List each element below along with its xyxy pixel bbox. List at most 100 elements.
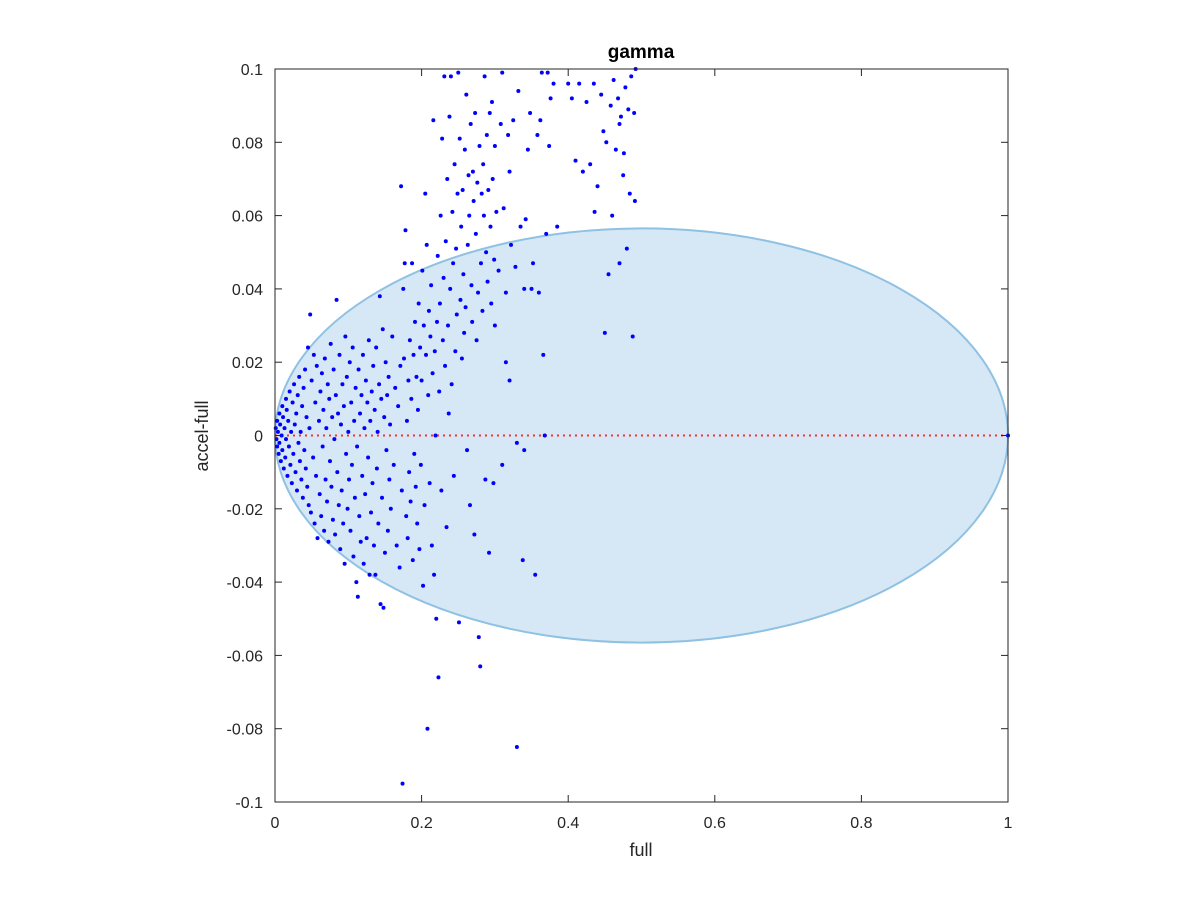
data-point [293,470,298,475]
data-point [434,616,439,621]
x-tick-label: 0.2 [410,815,432,832]
data-point [420,268,425,273]
x-axis-ticks: 0 0.2 0.4 0.6 0.8 1 [271,69,1013,832]
data-point [414,374,419,379]
data-point [382,415,387,420]
data-point [321,407,326,412]
data-point [460,187,465,192]
data-point [283,396,288,401]
data-point [440,136,445,141]
data-point [372,407,377,412]
y-tick-label: -0.08 [227,722,264,739]
data-point [604,140,609,145]
data-point [285,473,290,478]
data-point [331,367,336,372]
data-point [371,363,376,368]
data-point [501,206,506,211]
data-point [415,521,420,526]
data-point [277,411,282,416]
data-point [588,162,593,167]
data-point [458,297,463,302]
data-point [492,257,497,262]
data-point [366,455,371,460]
data-point [373,572,378,577]
y-tick-label: -0.04 [227,575,264,592]
data-point [437,301,442,306]
data-point [608,103,613,108]
data-point [456,620,461,625]
data-point [566,81,571,86]
data-point [358,539,363,544]
x-tick-label: 0.6 [704,815,726,832]
data-point [500,462,505,467]
data-point [514,440,519,445]
data-point [511,118,516,123]
data-point [327,396,332,401]
data-point [344,451,349,456]
data-point [487,550,492,555]
data-point [402,356,407,361]
data-point [539,70,544,75]
data-point [286,418,291,423]
data-point [423,352,428,357]
data-point [317,492,322,497]
data-point [337,352,342,357]
data-point [401,286,406,291]
data-point [606,272,611,277]
data-point [427,481,432,486]
data-point [313,400,318,405]
data-point [627,191,632,196]
data-point [383,360,388,365]
data-point [448,286,453,291]
data-point [424,242,429,247]
data-point [326,539,331,544]
data-point [299,477,304,482]
data-point [354,580,359,585]
data-point [498,121,503,126]
data-point [473,110,478,115]
data-point [346,429,351,434]
data-point [403,228,408,233]
data-points [273,67,1010,786]
data-point [435,253,440,258]
data-point [413,484,418,489]
data-point [422,503,427,508]
data-point [360,352,365,357]
data-point [384,448,389,453]
data-point [300,404,305,409]
data-point [432,572,437,577]
data-point [407,470,412,475]
data-point [522,448,527,453]
data-point [338,547,343,552]
data-point [434,319,439,324]
data-point [417,547,422,552]
data-point [343,334,348,339]
data-point [484,250,489,255]
data-point [580,169,585,174]
data-point [273,426,278,431]
data-point [369,510,374,515]
data-point [463,305,468,310]
data-point [611,77,616,82]
data-point [486,187,491,192]
data-point [289,481,294,486]
data-point [297,459,302,464]
data-point [441,275,446,280]
data-point [377,382,382,387]
data-point [481,162,486,167]
data-point [496,268,501,273]
data-point [341,521,346,526]
data-point [459,224,464,229]
data-point [412,451,417,456]
data-point [303,367,308,372]
data-point [507,378,512,383]
data-point [336,503,341,508]
data-point [617,121,622,126]
data-point [406,378,411,383]
data-point [402,261,407,266]
data-point [369,389,374,394]
data-point [471,198,476,203]
data-point [459,356,464,361]
data-point [404,418,409,423]
data-point [322,528,327,533]
